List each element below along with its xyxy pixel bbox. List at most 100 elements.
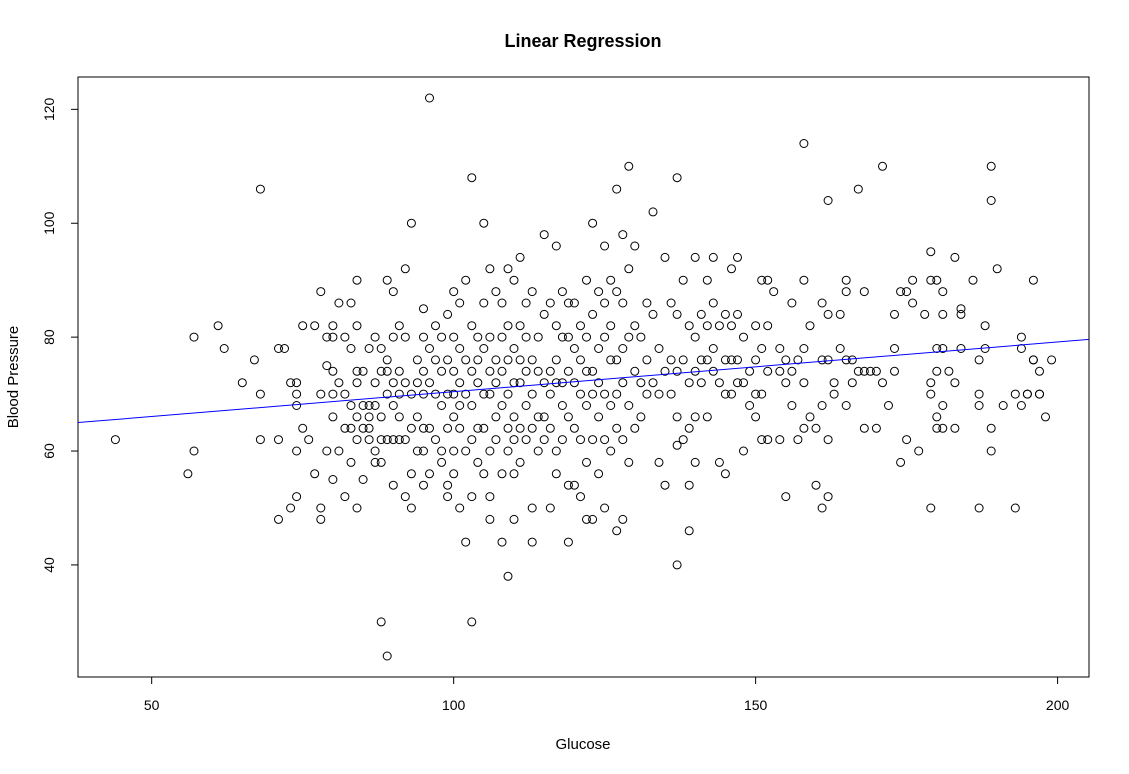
data-point bbox=[419, 480, 428, 490]
data-point bbox=[932, 366, 942, 376]
data-point bbox=[727, 355, 736, 365]
x-axis-label: Glucose bbox=[555, 736, 610, 753]
data-point bbox=[678, 435, 688, 445]
data-point bbox=[310, 321, 320, 331]
data-point bbox=[684, 480, 694, 490]
data-point bbox=[515, 423, 525, 433]
data-point bbox=[292, 378, 302, 388]
data-point bbox=[557, 401, 567, 410]
data-point bbox=[938, 423, 948, 433]
data-point bbox=[600, 435, 610, 445]
data-point bbox=[563, 412, 573, 422]
data-point bbox=[733, 309, 742, 319]
data-point bbox=[545, 503, 555, 513]
data-point bbox=[503, 389, 513, 399]
data-point bbox=[328, 321, 338, 331]
data-point bbox=[847, 378, 857, 388]
data-point bbox=[811, 423, 821, 433]
data-point bbox=[388, 287, 398, 297]
data-point bbox=[425, 378, 434, 388]
data-point bbox=[274, 514, 283, 524]
data-point bbox=[292, 401, 302, 410]
data-point bbox=[388, 435, 398, 445]
data-point bbox=[388, 332, 398, 342]
data-point bbox=[376, 366, 386, 376]
data-point bbox=[382, 389, 392, 399]
data-point bbox=[497, 366, 507, 376]
data-point bbox=[612, 287, 622, 297]
data-point bbox=[521, 366, 531, 376]
data-point bbox=[708, 344, 718, 353]
data-point bbox=[690, 332, 700, 342]
data-point bbox=[588, 366, 598, 376]
data-point bbox=[841, 287, 851, 297]
data-point bbox=[370, 378, 380, 388]
data-point bbox=[600, 389, 610, 399]
data-point bbox=[684, 526, 694, 536]
y-axis: 40 60 80 100 120 bbox=[41, 97, 78, 573]
data-point bbox=[515, 457, 525, 467]
data-point bbox=[352, 378, 362, 388]
data-point bbox=[956, 344, 966, 353]
data-point bbox=[576, 389, 585, 399]
data-point bbox=[557, 435, 567, 445]
data-point bbox=[582, 514, 591, 524]
data-point bbox=[328, 475, 338, 484]
data-point bbox=[437, 446, 447, 456]
data-point bbox=[902, 287, 912, 297]
data-point bbox=[612, 184, 622, 194]
data-point bbox=[388, 401, 398, 410]
data-point bbox=[630, 321, 640, 331]
data-point bbox=[582, 275, 591, 285]
data-point bbox=[787, 401, 797, 410]
data-point bbox=[563, 537, 573, 547]
data-point bbox=[189, 332, 199, 342]
data-point bbox=[932, 275, 942, 285]
data-point bbox=[847, 355, 857, 365]
data-point bbox=[654, 389, 664, 399]
data-point bbox=[110, 435, 120, 445]
data-point bbox=[358, 401, 368, 410]
data-point bbox=[352, 435, 362, 445]
data-point bbox=[521, 332, 531, 342]
chart-title: Linear Regression bbox=[504, 31, 661, 51]
data-point bbox=[630, 423, 640, 433]
data-point bbox=[521, 298, 531, 308]
data-point bbox=[702, 275, 712, 285]
data-point bbox=[455, 298, 465, 308]
data-point bbox=[841, 401, 851, 410]
data-point bbox=[563, 332, 573, 342]
data-point bbox=[400, 435, 410, 445]
data-point bbox=[793, 355, 803, 365]
data-point bbox=[727, 264, 736, 274]
data-point bbox=[600, 241, 610, 251]
data-point bbox=[563, 298, 573, 308]
y-tick-label: 120 bbox=[41, 97, 57, 121]
data-point bbox=[606, 446, 616, 456]
data-point bbox=[714, 321, 724, 331]
data-point bbox=[781, 492, 791, 502]
data-point bbox=[594, 469, 604, 479]
data-point bbox=[515, 252, 525, 262]
data-point bbox=[805, 412, 815, 422]
data-point bbox=[666, 355, 676, 365]
data-point bbox=[588, 435, 598, 445]
data-point bbox=[600, 503, 610, 513]
data-point bbox=[793, 435, 803, 445]
data-point bbox=[1010, 503, 1020, 513]
data-point bbox=[684, 378, 694, 388]
data-point bbox=[799, 378, 809, 388]
data-point bbox=[944, 366, 954, 376]
data-point bbox=[473, 457, 483, 467]
data-point bbox=[328, 332, 338, 342]
data-point bbox=[986, 161, 996, 171]
data-point bbox=[648, 378, 658, 388]
data-point bbox=[588, 218, 598, 228]
data-point bbox=[1047, 355, 1057, 365]
data-point bbox=[467, 617, 477, 627]
data-point bbox=[672, 440, 682, 450]
data-point bbox=[449, 332, 459, 342]
data-point bbox=[557, 332, 567, 342]
data-point bbox=[255, 435, 265, 445]
data-point bbox=[491, 378, 501, 388]
